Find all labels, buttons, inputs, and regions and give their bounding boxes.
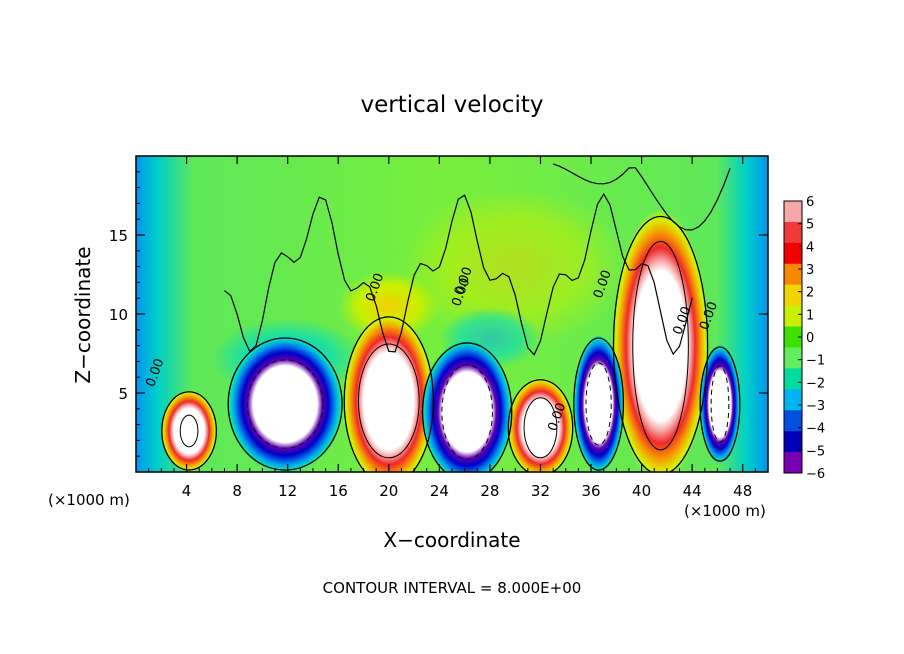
x-tick-label: 24	[430, 482, 449, 500]
x-tick-label: 44	[683, 482, 702, 500]
colorbar-tick-label: 2	[806, 286, 814, 301]
inner-contour-1	[357, 343, 420, 459]
chart-title: vertical velocity	[361, 92, 544, 118]
velocity-cell-updraft-2	[612, 209, 709, 472]
y-axis: 5 10 15	[109, 171, 768, 457]
inner-contour-2	[632, 240, 689, 451]
y-axis-label: Z−coordinate	[71, 246, 95, 383]
x-tick-label: 48	[733, 482, 752, 500]
colorbar-swatch	[784, 389, 802, 411]
colorbar-tick-label: −3	[806, 399, 825, 414]
colorbar-tick-label: −5	[806, 444, 825, 459]
zero-contour-4	[507, 379, 574, 472]
zero-contour-2	[612, 215, 709, 472]
colorbar-swatch	[784, 452, 802, 474]
colorbar-swatch	[784, 284, 802, 307]
inner-contour-5	[246, 359, 324, 449]
colorbar-swatch	[784, 305, 802, 328]
velocity-cell-downdraft-7	[573, 334, 624, 472]
inner-contour-8	[710, 365, 730, 443]
y-tick-label: 10	[109, 306, 128, 324]
colorbar-swatch	[784, 347, 802, 369]
y-tick-label: 5	[118, 385, 128, 403]
zero-contour-1	[343, 316, 435, 472]
zero-contour-8	[699, 346, 741, 462]
zero-contour-5	[227, 337, 343, 471]
colorbar-tick-label: −4	[806, 422, 825, 437]
velocity-cell-downdraft-8	[699, 344, 741, 465]
x-tick-label: 40	[632, 482, 651, 500]
colorbar-tick-label: 6	[806, 195, 814, 210]
colorbar-swatch	[784, 326, 802, 348]
x-tick-label: 12	[278, 482, 297, 500]
velocity-cell-downdraft-6	[421, 339, 513, 472]
colorbar-swatch	[784, 410, 802, 432]
colorbar-tick-label: −2	[806, 376, 825, 391]
x-tick-label: 28	[480, 482, 499, 500]
colorbar-swatch	[784, 201, 802, 223]
x-axis: 4 8 12 16 20 24 28 32 36 40 44 48	[148, 156, 756, 500]
upper-zero-contour	[224, 192, 693, 356]
velocity-cell-updraft-3	[161, 389, 217, 472]
colorbar-tick-label: 0	[806, 331, 814, 346]
velocity-cell-updraft-4	[507, 377, 574, 472]
warm-patch	[401, 187, 629, 346]
colorbar-tick-label: 4	[806, 240, 814, 255]
colorbar-tick-label: 5	[806, 218, 814, 233]
colorbar-swatch	[784, 263, 802, 286]
x-tick-label: 32	[531, 482, 550, 500]
zero-contour-6	[421, 342, 513, 472]
x-unit-label-left: (×1000 m)	[48, 491, 130, 509]
x-tick-label: 4	[182, 482, 192, 500]
colorbar-swatch	[784, 221, 802, 244]
x-tick-label: 36	[581, 482, 600, 500]
x-tick-label: 8	[232, 482, 242, 500]
contour-interval-footer: CONTOUR INTERVAL = 8.000E+00	[323, 579, 582, 597]
x-tick-label: 16	[329, 482, 348, 500]
inner-contour-3	[179, 414, 199, 448]
right-zero-contour	[552, 163, 731, 231]
contour-lines: 0.000.00 0.00 0.000.000.000.000.00	[143, 163, 741, 472]
colorbar-tick-label: −1	[806, 354, 825, 369]
colorbar-tick-label: −6	[806, 467, 825, 482]
zero-contour-7	[573, 337, 625, 471]
zero-contour-3	[161, 391, 217, 471]
x-axis-label: X−coordinate	[383, 528, 520, 552]
inner-contour-7	[585, 362, 612, 446]
x-tick-label: 20	[379, 482, 398, 500]
x-unit-label-right: (×1000 m)	[684, 502, 766, 520]
colorbar-tick-label: 1	[806, 308, 814, 323]
y-tick-label: 15	[109, 227, 128, 245]
velocity-cell-updraft-1	[343, 312, 435, 472]
colorbar-swatch	[784, 242, 802, 265]
inner-contour-6	[441, 364, 493, 460]
colorbar: 6 5 4 3 2 1 0 −1 −2 −3 −4 −5 −6	[783, 195, 825, 482]
velocity-cell-downdraft-5	[227, 334, 344, 472]
colorbar-tick-label: 3	[806, 263, 814, 278]
colorbar-swatch	[784, 431, 802, 453]
colorbar-swatch	[784, 368, 802, 390]
inner-contour-4	[523, 397, 558, 459]
